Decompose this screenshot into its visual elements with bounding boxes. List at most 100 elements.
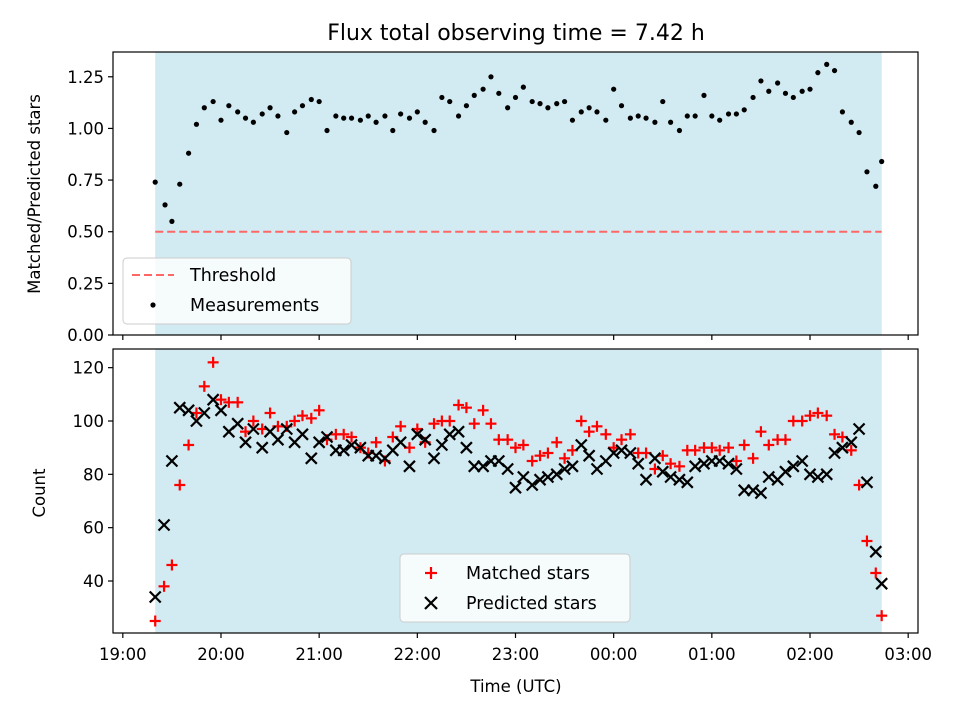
- matched-star-point: [559, 452, 571, 464]
- matched-star-point: [338, 428, 350, 440]
- predicted-star-point: [476, 460, 490, 473]
- measurement-point: [463, 103, 470, 109]
- measurement-point: [357, 117, 363, 123]
- predicted-star-point: [828, 446, 841, 460]
- matched-star-point: [247, 415, 259, 427]
- top-y-tick-label: 0.25: [67, 274, 104, 293]
- measurement-point: [431, 127, 437, 134]
- matched-star-point: [207, 356, 219, 368]
- measurement-point: [554, 101, 560, 107]
- measurement-point: [676, 127, 683, 134]
- predicted-star-point: [427, 452, 441, 465]
- predicted-star-point: [443, 428, 457, 441]
- predicted-star-point: [746, 484, 760, 497]
- measurement-point: [668, 119, 674, 125]
- matched-star-point: [665, 458, 677, 470]
- predicted-star-point: [157, 518, 171, 532]
- measurement-point: [365, 113, 371, 119]
- measurement-point: [701, 92, 707, 98]
- predicted-star-point: [296, 428, 309, 441]
- top-legend-box: [122, 257, 352, 325]
- measurement-point: [611, 86, 617, 92]
- measurement-point: [684, 113, 690, 119]
- top-y-tick-label: 1.25: [67, 68, 104, 87]
- matched-star-point: [166, 559, 178, 571]
- matched-star-point: [575, 415, 587, 427]
- matched-star-point: [689, 444, 701, 456]
- top-series-measurements: [152, 61, 885, 224]
- predicted-star-point: [165, 454, 179, 468]
- bottom-y-axis-label: Count: [30, 468, 49, 518]
- matched-star-point: [264, 407, 276, 419]
- predicted-star-point: [566, 460, 579, 473]
- measurement-point: [341, 115, 347, 121]
- matched-star-point: [673, 460, 685, 472]
- measurement-point: [790, 94, 796, 101]
- measurement-point: [799, 88, 805, 94]
- matched-star-point: [453, 399, 465, 411]
- matched-star-point: [215, 394, 227, 406]
- measurement-point: [815, 70, 821, 76]
- matched-star-point: [706, 442, 718, 454]
- measurement-point: [505, 105, 511, 111]
- measurement-point: [169, 218, 175, 224]
- predicted-star-point: [664, 470, 677, 484]
- x-tick-label: 19:00: [99, 645, 147, 664]
- predicted-star-point: [173, 401, 187, 414]
- top-y-tick-label: 1.00: [67, 119, 104, 138]
- measurement-point: [422, 119, 428, 125]
- x-tick-label: 01:00: [688, 645, 736, 664]
- matched-star-point: [468, 418, 480, 430]
- measurement-point: [864, 169, 870, 175]
- predicted-star-point: [280, 422, 294, 436]
- predicted-star-point: [541, 470, 555, 484]
- matched-star-point: [829, 428, 841, 440]
- predicted-star-point: [411, 428, 424, 441]
- measurement-point: [250, 119, 256, 125]
- predicted-star-point: [460, 441, 473, 454]
- predicted-star-point: [214, 404, 228, 417]
- measurement-point: [382, 113, 388, 119]
- measurement-point: [561, 98, 568, 105]
- measurement-point: [586, 105, 592, 111]
- measurement-point: [766, 88, 772, 94]
- measurement-point: [692, 113, 698, 119]
- measurement-point: [333, 113, 339, 119]
- measurement-point: [414, 109, 420, 115]
- threshold-legend-label: Threshold: [189, 266, 276, 286]
- predicted-star-point: [673, 473, 686, 486]
- matched-star-point: [485, 418, 497, 430]
- matched-star-point: [510, 442, 521, 454]
- predicted-star-point: [730, 462, 743, 476]
- measurement-point: [242, 115, 249, 121]
- measurement-point: [292, 109, 298, 115]
- matched-star-point: [411, 423, 423, 435]
- matched-star-point: [460, 402, 472, 414]
- measurement-point: [578, 109, 584, 115]
- predicted-star-point: [525, 478, 539, 492]
- measurement-point: [873, 183, 879, 189]
- predicted-star-point: [844, 436, 858, 449]
- predicted-star-point: [148, 590, 162, 604]
- predicted-star-point: [231, 417, 244, 430]
- matched-star-point: [755, 426, 767, 438]
- predicted-star-point: [713, 454, 726, 468]
- measurement-point: [750, 94, 756, 101]
- matched-star-point: [804, 410, 816, 422]
- predicted-star-point: [582, 449, 596, 462]
- matched-star-point: [395, 420, 407, 432]
- matched-star-point: [796, 415, 808, 427]
- predicted-star-point: [639, 473, 653, 486]
- matched-star-point: [305, 412, 317, 424]
- predicted-star-point: [394, 436, 407, 449]
- bottom-y-tick-label: 120: [73, 359, 105, 378]
- chart-title: Flux total observing time = 7.42 h: [327, 21, 705, 46]
- measurement-point: [390, 127, 396, 134]
- measurement-point: [839, 109, 846, 115]
- predicted-star-point: [271, 433, 285, 446]
- matched-star-point: [591, 420, 603, 432]
- measurement-point: [879, 158, 885, 165]
- measurement-point: [496, 90, 502, 96]
- predicted-star-point: [337, 444, 350, 457]
- predicted-star-point: [247, 422, 260, 436]
